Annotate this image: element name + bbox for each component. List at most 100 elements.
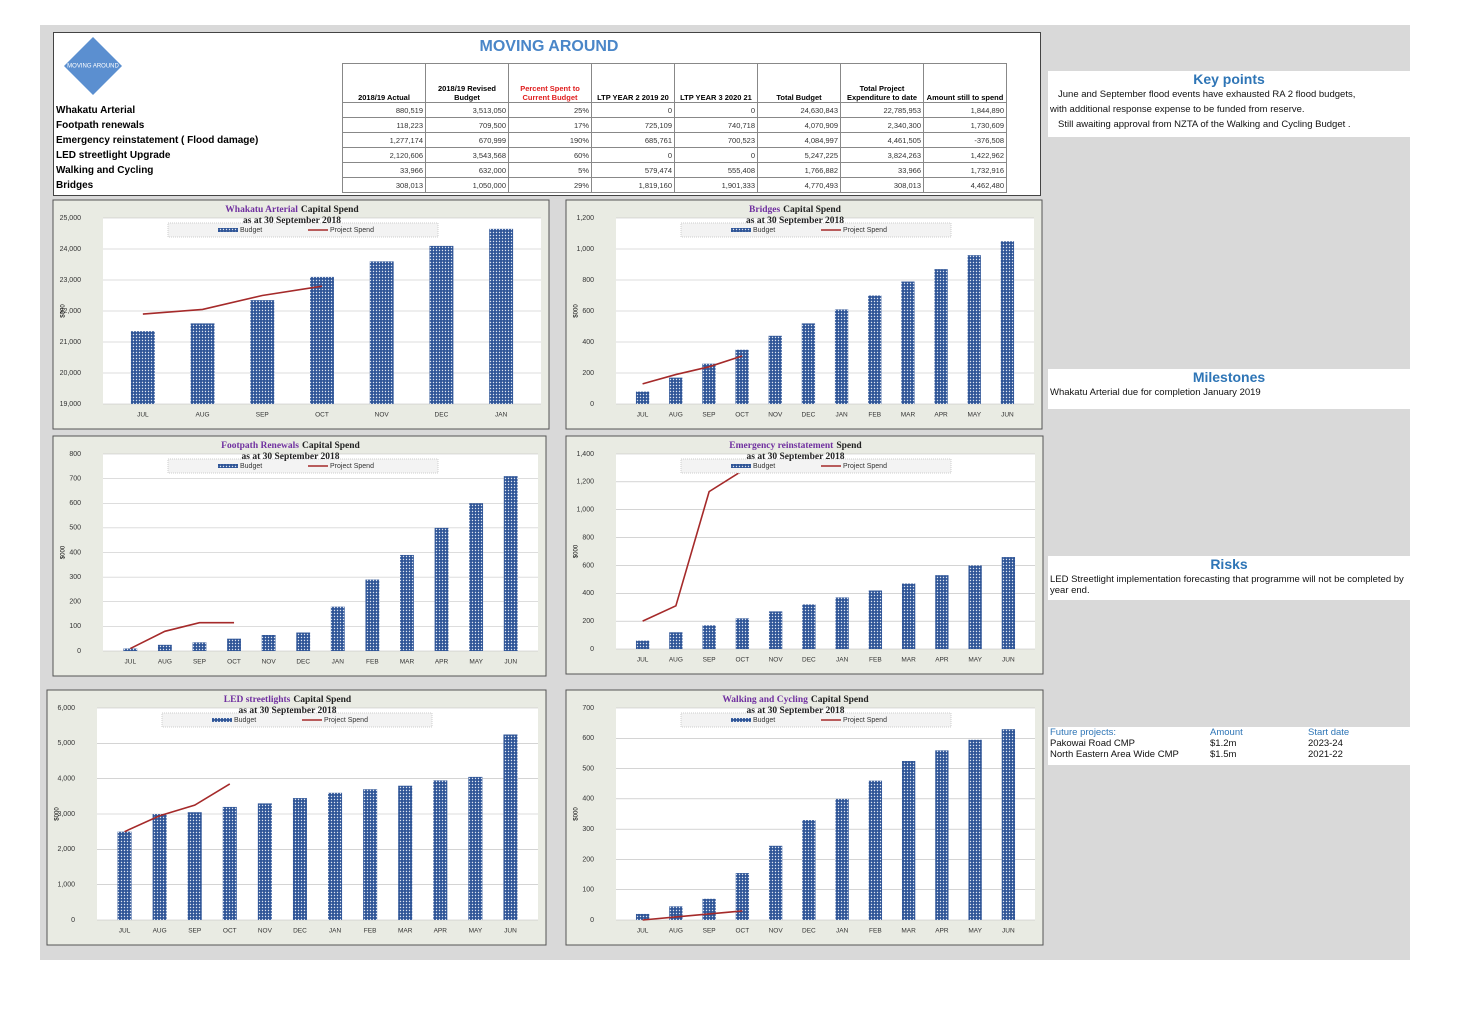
bar <box>968 739 982 920</box>
y-tick-label: 5,000 <box>57 740 75 747</box>
bar <box>702 625 716 649</box>
x-tick-label: MAY <box>469 659 483 666</box>
y-tick-label: 0 <box>590 646 594 653</box>
column-header: 2018/19 Actual <box>342 63 426 103</box>
chart: 0 200 400 600 800 1,000 1,200 $000 JUL AUG SEP OCT N… <box>565 199 1043 430</box>
y-tick-label: 200 <box>69 599 81 606</box>
title-project: Bridges <box>749 205 780 215</box>
legend-swatch <box>218 464 238 468</box>
x-tick-label: FEB <box>869 657 882 664</box>
column-header: Total Project Expenditure to date <box>840 63 924 103</box>
x-tick-label: SEP <box>702 412 715 419</box>
bar <box>635 913 650 920</box>
table-cell: North Eastern Area Wide CMP <box>1050 749 1179 760</box>
chart-title: Footpath Renewals Capital Spend <box>221 441 360 451</box>
chart-title: Whakatu Arterial Capital Spend <box>225 205 359 215</box>
x-tick-label: OCT <box>227 659 241 666</box>
bar <box>935 575 949 649</box>
y-tick-label: 500 <box>582 765 594 772</box>
column-header: Total Budget <box>757 63 841 103</box>
chart-title: LED streetlights Capital Spend <box>224 695 352 705</box>
y-tick-label: 1,200 <box>576 479 594 486</box>
table-cell: 308,013 <box>342 177 426 193</box>
bar <box>187 812 202 920</box>
y-axis-label: $000 <box>574 807 580 821</box>
x-tick-label: JUL <box>125 659 137 666</box>
y-tick-label: 6,000 <box>57 705 75 712</box>
bar <box>1000 241 1015 404</box>
x-tick-label: APR <box>434 928 448 935</box>
table-cell: 1,901,333 <box>674 177 758 193</box>
table-row: LED streetlight Upgrade 2,120,606 3,543,56… <box>54 147 1007 163</box>
legend-swatch <box>731 718 751 722</box>
chart: 0 1,000 2,000 3,000 4,000 5,000 6,000 $000 JUL AU… <box>46 689 547 946</box>
bar <box>192 642 207 651</box>
bar <box>152 814 167 920</box>
x-tick-label: AUG <box>158 659 172 666</box>
chart-subtitle: as at 30 September 2018 <box>747 706 845 716</box>
logo: MOVING AROUND <box>64 37 122 95</box>
column-header: LTP YEAR 3 2020 21 <box>674 63 758 103</box>
bar <box>801 323 816 404</box>
x-tick-label: MAY <box>469 928 483 935</box>
y-tick-label: 1,400 <box>576 451 594 458</box>
bar <box>296 632 311 651</box>
chart-title: Bridges Capital Spend <box>749 205 842 215</box>
y-tick-label: 600 <box>582 735 594 742</box>
bar <box>967 255 981 404</box>
y-tick-label: 800 <box>582 277 594 284</box>
milestones-panel: Milestones Whakatu Arterial due for comp… <box>1048 369 1410 409</box>
y-tick-label: 700 <box>69 475 81 482</box>
future-projects-panel: Future projects: Amount Start date Pakowai … <box>1048 727 1410 765</box>
bar <box>735 618 750 649</box>
row-label: Footpath renewals <box>56 119 145 131</box>
legend-label: Project Spend <box>330 227 374 234</box>
y-tick-label: 600 <box>582 308 594 315</box>
y-tick-label: 300 <box>582 826 594 833</box>
y-tick-label: 21,000 <box>60 339 82 346</box>
title-rest: Capital Spend <box>302 441 361 451</box>
line <box>124 783 231 833</box>
y-tick-label: 300 <box>69 574 81 581</box>
key-points-panel: Key points June and September flood even… <box>1048 71 1410 137</box>
x-tick-label: JUN <box>1002 928 1015 935</box>
y-tick-label: 2,000 <box>57 846 75 853</box>
panel-line: June and September flood events have exh… <box>1058 89 1356 100</box>
bar <box>292 798 307 920</box>
y-tick-label: 1,000 <box>576 507 594 514</box>
y-tick-label: 25,000 <box>60 215 82 222</box>
row-label: Whakatu Arterial <box>56 104 136 116</box>
x-tick-label: NOV <box>262 659 277 666</box>
bar <box>398 785 413 920</box>
bar <box>868 295 882 404</box>
bar <box>669 632 683 649</box>
y-tick-label: 1,000 <box>576 246 594 253</box>
table-row: Walking and Cycling 33,966 632,000 5% 579,47… <box>54 162 1007 178</box>
x-tick-label: NOV <box>375 412 390 419</box>
y-tick-label: 700 <box>582 705 594 712</box>
bar <box>735 349 749 404</box>
bar <box>250 300 275 404</box>
legend-label: Project Spend <box>330 463 374 470</box>
y-tick-label: 200 <box>582 856 594 863</box>
bar <box>363 789 378 920</box>
legend-box <box>167 222 439 238</box>
x-tick-label: JAN <box>835 412 848 419</box>
x-tick-label: JUN <box>1002 657 1015 664</box>
y-tick-label: 800 <box>69 451 81 458</box>
x-tick-label: MAY <box>967 412 981 419</box>
y-axis-label: $000 <box>55 807 61 821</box>
y-axis-label: $000 <box>574 304 580 318</box>
y-tick-label: 23,000 <box>60 277 82 284</box>
main-title: MOVING AROUND <box>479 38 619 55</box>
bar <box>868 780 883 920</box>
legend-box <box>680 222 952 238</box>
x-tick-label: NOV <box>769 928 784 935</box>
y-tick-label: 20,000 <box>60 370 82 377</box>
bar <box>117 831 132 920</box>
line <box>642 470 743 622</box>
x-tick-label: DEC <box>293 928 307 935</box>
x-tick-label: SEP <box>193 659 206 666</box>
bar <box>157 644 172 651</box>
header-row: 2018/19 Actual 2018/19 Revised Budget Perc… <box>54 63 1007 103</box>
